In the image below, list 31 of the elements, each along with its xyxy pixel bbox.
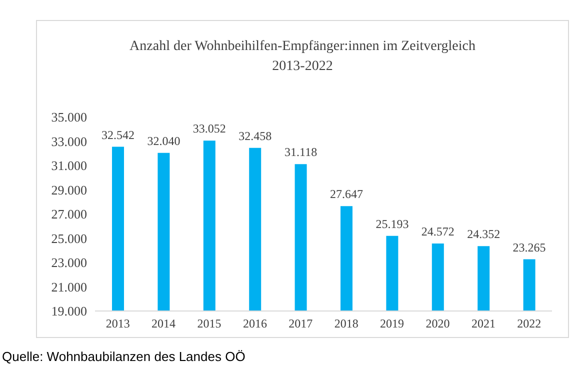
x-tick-label: 2021 (471, 316, 496, 331)
x-tick-label: 2020 (426, 316, 450, 331)
data-label: 25.193 (376, 216, 409, 231)
data-label: 23.265 (512, 240, 546, 254)
y-tick-label: 31.000 (51, 158, 87, 174)
data-label: 32.458 (238, 128, 272, 143)
data-label: 32.542 (102, 128, 134, 142)
x-tick-label: 2022 (517, 316, 542, 331)
y-tick-label: 33.000 (51, 134, 87, 149)
y-tick-label: 29.000 (51, 182, 87, 198)
y-tick-label: 21.000 (51, 279, 87, 294)
y-tick-label: 27.000 (51, 206, 87, 222)
x-tick-label: 2019 (380, 316, 404, 331)
chart-title: Anzahl der Wohnbeihilfen-Empfänger:innen im Zeitvergleich 2013-2022 (128, 38, 476, 76)
data-label: 24.572 (421, 224, 454, 238)
data-label: 27.647 (330, 187, 363, 202)
source-note: Quelle: Wohnbaubilanzen des Landes OÖ (2, 349, 246, 364)
data-label: 24.352 (467, 227, 500, 242)
x-tick-label: 2015 (197, 316, 222, 331)
x-tick-label: 2014 (152, 316, 176, 331)
y-tick-label: 35.000 (51, 110, 87, 125)
x-tick-label: 2016 (242, 316, 267, 331)
data-label: 32.040 (147, 134, 180, 148)
data-label: 31.118 (284, 145, 318, 160)
x-tick-label: 2017 (288, 316, 313, 331)
data-label: 33.052 (192, 122, 226, 136)
x-tick-label: 2018 (334, 316, 358, 331)
y-tick-label: 19.000 (51, 304, 87, 319)
y-tick-label: 23.000 (51, 255, 87, 270)
y-tick-label: 25.000 (51, 230, 87, 246)
x-tick-label: 2013 (106, 316, 130, 331)
